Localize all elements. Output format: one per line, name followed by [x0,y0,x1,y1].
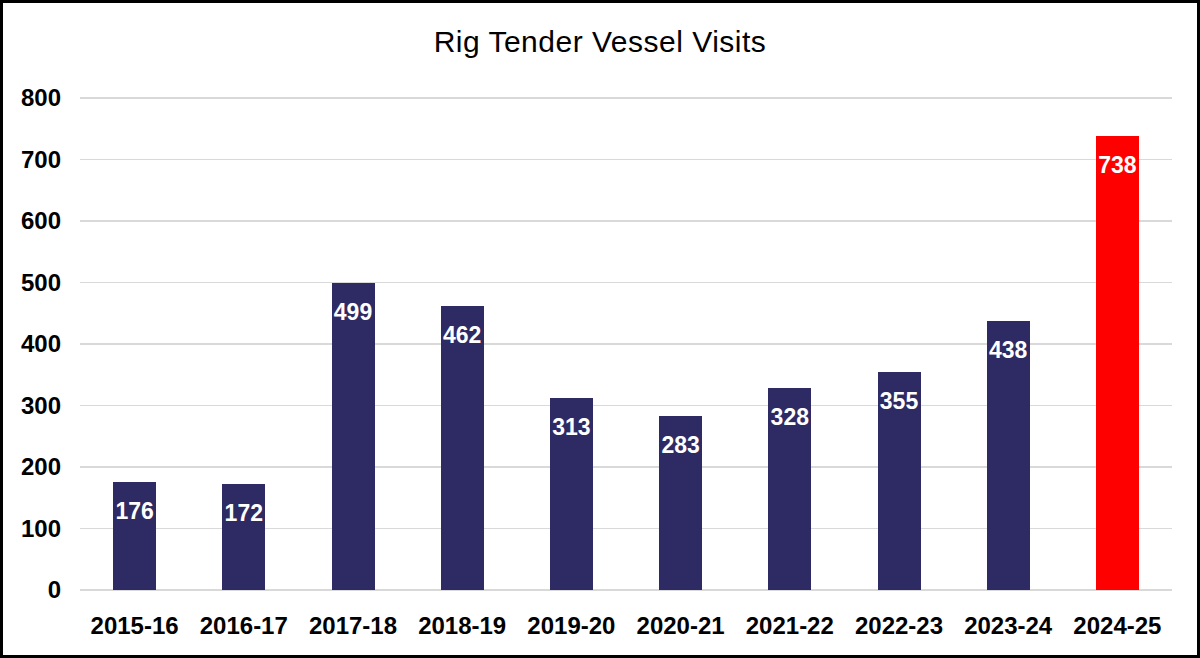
gridline-800 [80,97,1172,99]
x-axis-label-2022-23: 2022-23 [844,613,953,639]
bar-2021-22: 328 [768,388,811,590]
chart-canvas: Rig Tender Vessel Visits 176 172 499 462 313… [0,0,1200,658]
bar-value-label-2023-24: 438 [987,338,1030,362]
bar-2018-19: 462 [441,306,484,590]
x-axis-label-2019-20: 2019-20 [517,613,626,639]
bar-value-label-2015-16: 176 [113,499,156,523]
bar-2022-23: 355 [878,372,921,590]
bar-value-label-2020-21: 283 [659,433,702,457]
x-axis-label-2017-18: 2017-18 [298,613,407,639]
y-tick-label-600: 600 [3,209,61,233]
y-tick-label-100: 100 [3,517,61,541]
y-tick-label-500: 500 [3,271,61,295]
bar-2017-18: 499 [332,283,375,590]
x-axis-label-2023-24: 2023-24 [954,613,1063,639]
bar-2015-16: 176 [113,482,156,590]
gridline-500 [80,282,1172,284]
chart-title: Rig Tender Vessel Visits [3,25,1197,59]
bar-2024-25: 738 [1096,136,1139,590]
bar-value-label-2018-19: 462 [441,323,484,347]
bar-2016-17: 172 [222,484,265,590]
x-axis-label-2018-19: 2018-19 [408,613,517,639]
bar-value-label-2016-17: 172 [222,501,265,525]
x-axis-label-2015-16: 2015-16 [80,613,189,639]
x-axis-label-2020-21: 2020-21 [626,613,735,639]
bar-2020-21: 283 [659,416,702,590]
y-tick-label-200: 200 [3,455,61,479]
x-axis-label-2021-22: 2021-22 [735,613,844,639]
bar-2023-24: 438 [987,321,1030,590]
y-tick-label-0: 0 [3,578,61,602]
bar-value-label-2024-25: 738 [1096,153,1139,177]
bar-value-label-2017-18: 499 [332,300,375,324]
y-tick-label-800: 800 [3,86,61,110]
bar-value-label-2022-23: 355 [878,389,921,413]
x-axis-label-2024-25: 2024-25 [1063,613,1172,639]
bar-2019-20: 313 [550,398,593,590]
bar-value-label-2021-22: 328 [768,405,811,429]
y-tick-label-700: 700 [3,148,61,172]
y-tick-label-400: 400 [3,332,61,356]
bar-value-label-2019-20: 313 [550,415,593,439]
gridline-600 [80,220,1172,222]
y-tick-label-300: 300 [3,394,61,418]
x-axis-label-2016-17: 2016-17 [189,613,298,639]
gridline-700 [80,159,1172,161]
